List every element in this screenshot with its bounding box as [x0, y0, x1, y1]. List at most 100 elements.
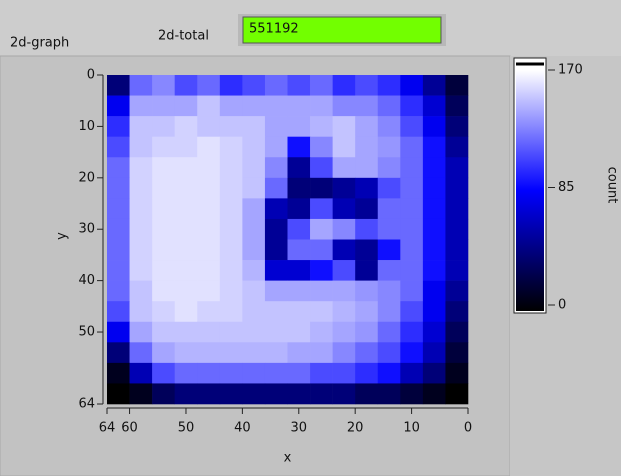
- heat-cell: [152, 342, 175, 363]
- heat-cell: [333, 219, 356, 240]
- heat-cell: [355, 260, 378, 281]
- heat-cell: [220, 157, 243, 178]
- heat-cell: [197, 363, 220, 384]
- heat-cell: [152, 116, 175, 137]
- heat-cell: [265, 116, 288, 137]
- heat-cell: [445, 342, 468, 363]
- heat-cell: [288, 240, 311, 261]
- heat-cell: [333, 137, 356, 158]
- heat-cell: [423, 219, 446, 240]
- x-tick-label: 60: [121, 421, 138, 436]
- graph-label: 2d-graph: [10, 36, 69, 51]
- heat-cell: [378, 116, 401, 137]
- heat-cell: [355, 198, 378, 219]
- heat-cell: [333, 116, 356, 137]
- x-tick-label: 10: [403, 421, 420, 436]
- heat-cell: [288, 322, 311, 343]
- heat-cell: [288, 383, 311, 404]
- heat-cell: [378, 96, 401, 117]
- heat-cell: [242, 178, 265, 199]
- heat-cell: [400, 260, 423, 281]
- heat-cell: [175, 96, 198, 117]
- heat-cell: [378, 75, 401, 96]
- heat-cell: [197, 240, 220, 261]
- heat-cell: [288, 178, 311, 199]
- heat-cell: [175, 342, 198, 363]
- heat-cell: [152, 198, 175, 219]
- heat-cell: [288, 281, 311, 302]
- heat-cell: [355, 342, 378, 363]
- heat-cell: [378, 137, 401, 158]
- heat-cell: [130, 116, 153, 137]
- heat-cell: [400, 75, 423, 96]
- heat-cell: [175, 198, 198, 219]
- heat-cell: [220, 137, 243, 158]
- heat-cell: [355, 301, 378, 322]
- heat-cell: [265, 342, 288, 363]
- heat-cell: [355, 116, 378, 137]
- heat-cell: [242, 198, 265, 219]
- heat-cell: [310, 96, 333, 117]
- heat-cell: [288, 342, 311, 363]
- heat-cell: [220, 342, 243, 363]
- heat-cell: [152, 301, 175, 322]
- heat-cell: [242, 137, 265, 158]
- heat-cell: [175, 219, 198, 240]
- heat-cell: [242, 260, 265, 281]
- heat-cell: [355, 157, 378, 178]
- heat-cell: [242, 240, 265, 261]
- y-tick-label: 50: [78, 325, 95, 340]
- heat-cell: [242, 116, 265, 137]
- heat-cell: [197, 219, 220, 240]
- heat-cell: [130, 178, 153, 199]
- heat-cell: [175, 75, 198, 96]
- heat-cell: [265, 322, 288, 343]
- heat-cell: [175, 137, 198, 158]
- heat-cell: [400, 157, 423, 178]
- heat-cell: [175, 116, 198, 137]
- heat-cell: [288, 260, 311, 281]
- heat-cell: [152, 157, 175, 178]
- heat-cell: [288, 137, 311, 158]
- heat-cell: [333, 383, 356, 404]
- heat-cell: [265, 178, 288, 199]
- heat-cell: [220, 240, 243, 261]
- heat-cell: [175, 322, 198, 343]
- heat-cell: [197, 260, 220, 281]
- heat-cell: [197, 75, 220, 96]
- heat-cell: [265, 137, 288, 158]
- heat-cell: [400, 178, 423, 199]
- heat-cell: [288, 157, 311, 178]
- heat-cell: [333, 363, 356, 384]
- heat-cell: [400, 219, 423, 240]
- heat-cell: [107, 178, 130, 199]
- heat-cell: [197, 281, 220, 302]
- heat-cell: [242, 342, 265, 363]
- heat-cell: [310, 301, 333, 322]
- x-tick-label: 50: [178, 421, 195, 436]
- heat-cell: [197, 383, 220, 404]
- heat-cell: [265, 363, 288, 384]
- heat-cell: [310, 178, 333, 199]
- heat-cell: [242, 281, 265, 302]
- heat-cell: [333, 342, 356, 363]
- heat-cell: [175, 260, 198, 281]
- heat-cell: [423, 137, 446, 158]
- y-axis-label: y: [55, 232, 70, 240]
- heat-cell: [130, 219, 153, 240]
- heat-cell: [378, 198, 401, 219]
- heat-cell: [378, 157, 401, 178]
- heat-cell: [175, 157, 198, 178]
- heat-cell: [310, 363, 333, 384]
- heat-cell: [220, 75, 243, 96]
- heat-cell: [333, 240, 356, 261]
- heat-cell: [130, 75, 153, 96]
- heat-cell: [197, 157, 220, 178]
- heat-cell: [333, 301, 356, 322]
- heat-cell: [265, 383, 288, 404]
- heat-cell: [378, 342, 401, 363]
- heat-cell: [242, 383, 265, 404]
- heat-cell: [445, 219, 468, 240]
- x-tick-label: 30: [291, 421, 308, 436]
- heat-cell: [242, 322, 265, 343]
